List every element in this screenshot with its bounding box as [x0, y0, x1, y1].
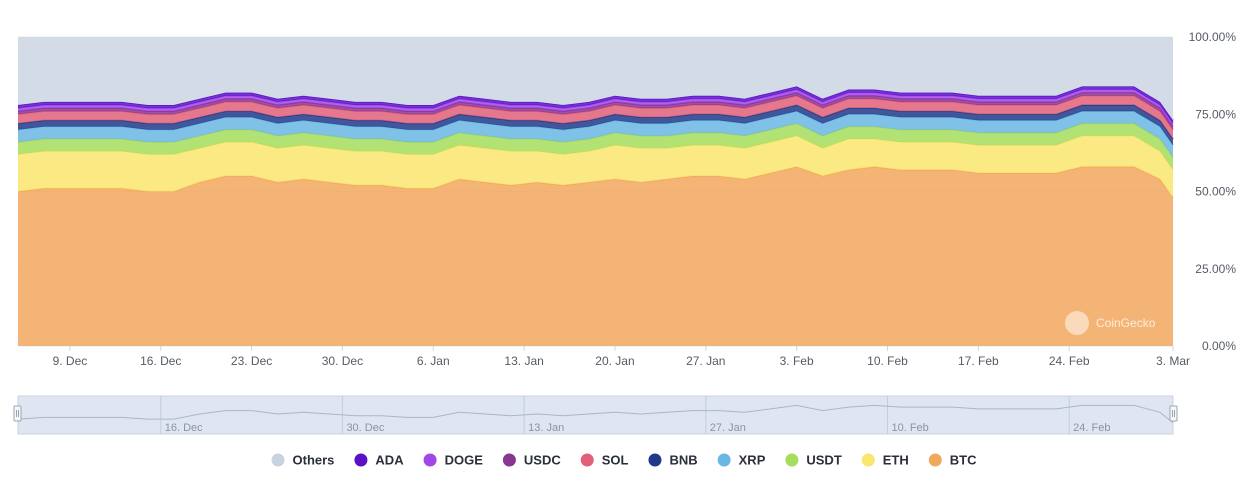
legend-label: USDC [524, 453, 561, 468]
navigator-axis: 16. Dec 30. Dec 13. Jan 27. Jan 10. Feb 24. F… [165, 422, 1111, 434]
legend-label: DOGE [445, 453, 484, 468]
legend[interactable]: Others ADA DOGE USDC SOL BNB XRP USDT ETH BTC [271, 453, 978, 468]
legend-item-btc[interactable]: BTC [928, 453, 977, 468]
range-navigator[interactable]: 16. Dec 30. Dec 13. Jan 27. Jan 10. Feb 24. F… [13, 395, 1178, 435]
stacked-areas[interactable] [17, 37, 1174, 346]
legend-item-bnb[interactable]: BNB [648, 453, 698, 468]
legend-item-usdc[interactable]: USDC [502, 453, 561, 468]
legend-label: XRP [739, 453, 766, 468]
legend-item-xrp[interactable]: XRP [717, 453, 766, 468]
x-tick-label: 9. Dec [53, 354, 88, 368]
y-axis: 0.00% 25.00% 50.00% 75.00% 100.00% [1189, 30, 1237, 353]
x-tick-label: 10. Feb [867, 354, 908, 368]
y-tick-label: 75.00% [1195, 107, 1236, 121]
y-tick-label: 50.00% [1195, 185, 1236, 199]
navigator-tick-label: 24. Feb [1073, 422, 1110, 434]
area-eth[interactable] [18, 135, 1173, 198]
legend-label: ADA [375, 453, 404, 468]
watermark: CoinGecko [1065, 311, 1156, 335]
navigator-tick-label: 10. Feb [891, 422, 928, 434]
legend-swatch [502, 453, 516, 467]
legend-swatch [717, 453, 731, 467]
x-tick-label: 24. Feb [1049, 354, 1090, 368]
legend-item-others[interactable]: Others [271, 453, 335, 468]
area-xrp[interactable] [18, 111, 1173, 158]
legend-swatch [861, 453, 875, 467]
y-tick-label: 100.00% [1189, 30, 1237, 44]
legend-item-sol[interactable]: SOL [580, 453, 629, 468]
x-axis: 9. Dec 16. Dec 23. Dec 30. Dec 6. Jan 13. Jan… [53, 346, 1190, 368]
navigator-right-handle[interactable] [1169, 405, 1178, 422]
legend-swatch [271, 453, 285, 467]
legend-item-doge[interactable]: DOGE [423, 453, 484, 468]
x-tick-label: 3. Feb [780, 354, 814, 368]
x-tick-label: 6. Jan [417, 354, 450, 368]
x-tick-label: 27. Jan [686, 354, 725, 368]
legend-swatch [580, 453, 594, 467]
navigator-tick-label: 27. Jan [710, 422, 746, 434]
x-tick-label: 30. Dec [322, 354, 363, 368]
coingecko-logo-icon [1065, 311, 1089, 335]
x-tick-label: 13. Jan [504, 354, 543, 368]
legend-swatch [785, 453, 799, 467]
x-tick-label: 3. Mar [1156, 354, 1190, 368]
legend-item-ada[interactable]: ADA [354, 453, 404, 468]
y-tick-label: 0.00% [1202, 339, 1236, 353]
legend-swatch [354, 453, 368, 467]
area-sol[interactable] [18, 95, 1173, 139]
legend-swatch [928, 453, 942, 467]
legend-swatch [648, 453, 662, 467]
legend-label: Others [293, 453, 335, 468]
x-tick-label: 20. Jan [595, 354, 634, 368]
legend-label: USDT [806, 453, 841, 468]
legend-label: BTC [950, 453, 977, 468]
navigator-tick-label: 13. Jan [528, 422, 564, 434]
watermark-label: CoinGecko [1096, 316, 1156, 330]
x-tick-label: 23. Dec [231, 354, 272, 368]
navigator-series-line [17, 404, 1174, 423]
area-usdt[interactable] [18, 123, 1173, 170]
navigator-left-handle[interactable] [13, 405, 22, 422]
y-tick-label: 25.00% [1195, 262, 1236, 276]
area-btc[interactable] [18, 166, 1173, 346]
legend-item-eth[interactable]: ETH [861, 453, 909, 468]
x-tick-label: 16. Dec [140, 354, 181, 368]
navigator-background[interactable] [17, 395, 1174, 435]
legend-item-usdt[interactable]: USDT [785, 453, 842, 468]
area-others[interactable] [18, 37, 1173, 121]
legend-label: ETH [883, 453, 909, 468]
legend-label: BNB [669, 453, 697, 468]
legend-swatch [423, 453, 437, 467]
legend-label: SOL [602, 453, 629, 468]
navigator-tick-label: 30. Dec [346, 422, 384, 434]
navigator-tick-label: 16. Dec [165, 422, 203, 434]
x-tick-label: 17. Feb [958, 354, 999, 368]
